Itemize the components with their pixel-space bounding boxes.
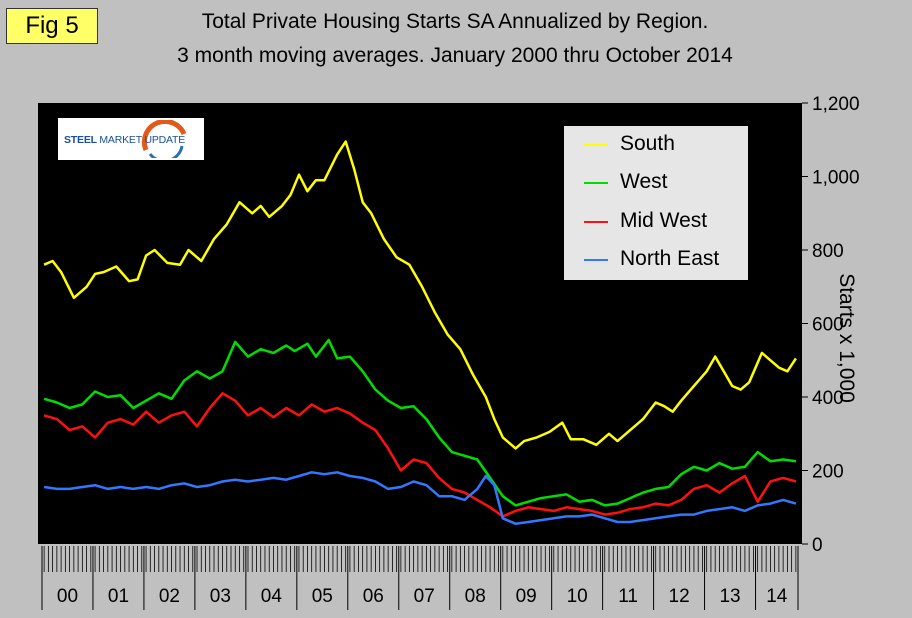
y-tick-label: 0 [812, 535, 823, 556]
x-year-label: 10 [567, 586, 588, 607]
x-year-label: 02 [159, 586, 180, 607]
legend-label-west: West [620, 170, 668, 193]
y-tick-label: 200 [812, 462, 844, 483]
y-tick-label: 400 [812, 388, 844, 409]
series-line-west [43, 338, 797, 507]
y-tick-label: 600 [812, 315, 844, 336]
legend-item-midwest: Mid West [564, 203, 748, 241]
series-line-north-east [43, 471, 797, 526]
x-year-label: 04 [261, 586, 283, 607]
chart-title-line1: Total Private Housing Starts SA Annualiz… [201, 10, 709, 33]
series-layer [43, 140, 797, 526]
x-year-label: 09 [516, 586, 537, 607]
legend-swatch-midwest [584, 221, 608, 223]
steel-market-update-logo: STEEL MARKET UPDATE [58, 118, 204, 160]
x-year-label: 14 [766, 586, 788, 607]
x-axis-band [38, 544, 802, 611]
x-year-label: 01 [108, 586, 129, 607]
legend: South West Mid West North East [564, 126, 748, 280]
legend-swatch-west [584, 182, 608, 184]
legend-swatch-northeast [584, 259, 608, 261]
y-tick-label: 1,000 [812, 168, 860, 189]
chart-title-line2: 3 month moving averages. January 2000 th… [177, 44, 733, 67]
logo-swoosh-icon [141, 120, 187, 158]
logo-text-steel: STEEL [64, 134, 97, 146]
legend-swatch-south [584, 144, 608, 146]
x-year-label: 12 [669, 586, 690, 607]
x-year-label: 03 [210, 586, 231, 607]
x-axis: 00 01 02 03 04 05 06 07 08 09 10 11 12 13 14 [41, 546, 799, 610]
legend-label-south: South [620, 132, 675, 155]
series-line-south [43, 140, 797, 450]
y-tick-label: 800 [812, 241, 844, 262]
x-year-label: 11 [618, 586, 638, 607]
x-year-label: 13 [719, 586, 740, 607]
x-year-label: 08 [465, 586, 486, 607]
x-year-label: 00 [57, 586, 78, 607]
x-year-label: 05 [312, 586, 333, 607]
x-year-label: 06 [363, 586, 384, 607]
legend-item-northeast: North East [564, 241, 748, 279]
y-axis: 0 200 400 600 800 1,000 1,200 [802, 94, 860, 556]
legend-label-northeast: North East [620, 247, 720, 270]
y-axis-label: Starts x 1,000 [835, 273, 858, 403]
series-line-mid-west [43, 392, 797, 518]
legend-item-west: West [564, 164, 748, 202]
x-year-label: 07 [414, 586, 435, 607]
legend-item-south: South [564, 126, 748, 164]
logo-text-rest: MARKET UPDATE [99, 134, 186, 146]
figure-label: Fig 5 [6, 8, 98, 44]
legend-label-midwest: Mid West [620, 209, 708, 232]
y-tick-label: 1,200 [812, 94, 860, 115]
